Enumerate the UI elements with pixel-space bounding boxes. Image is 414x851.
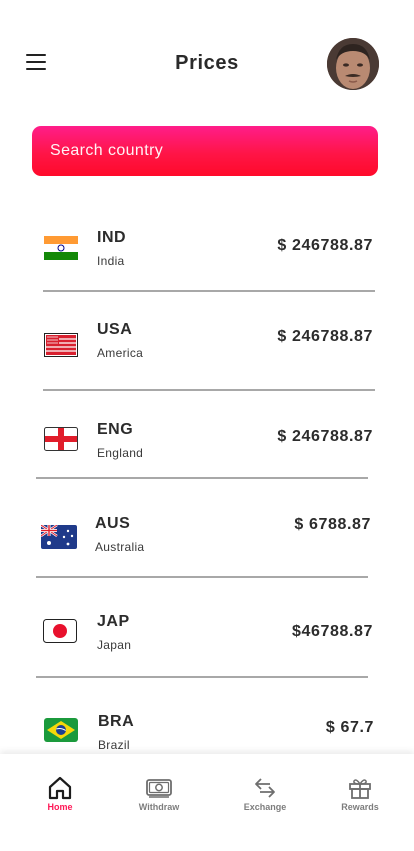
home-icon	[48, 776, 72, 800]
country-code: ENG	[97, 421, 134, 438]
gift-icon	[349, 779, 371, 799]
country-code: JAP	[97, 613, 130, 630]
app-header: Prices	[0, 0, 414, 120]
india-flag-icon	[44, 236, 78, 260]
country-price: $ 246788.87	[277, 428, 373, 445]
avatar[interactable]	[327, 38, 379, 90]
country-code: USA	[97, 321, 133, 338]
nav-withdraw-label: Withdraw	[138, 802, 180, 812]
hamburger-menu-icon[interactable]	[26, 52, 48, 74]
row-divider	[43, 290, 375, 292]
usa-flag-icon	[44, 333, 78, 357]
nav-home-label: Home	[47, 802, 73, 812]
country-name: India	[97, 254, 125, 268]
nav-withdraw[interactable]: Withdraw	[119, 772, 199, 832]
exchange-arrows-icon	[255, 778, 275, 798]
country-name: Japan	[97, 638, 132, 652]
country-name: America	[97, 346, 144, 360]
row-divider	[36, 676, 368, 678]
country-price: $ 246788.87	[277, 328, 373, 345]
england-flag-icon	[44, 427, 78, 451]
japan-flag-icon	[43, 619, 77, 643]
country-row-usa[interactable]: USA America $ 246788.87	[0, 308, 414, 388]
country-row-bra[interactable]: BRA Brazil $ 67.7	[0, 698, 414, 778]
country-name: Australia	[95, 540, 145, 554]
nav-exchange[interactable]: Exchange	[225, 772, 305, 832]
country-row-aus[interactable]: AUS Australia $ 6788.87	[0, 500, 414, 580]
bottom-navigation: Home Withdraw Exchange Rewards	[0, 754, 414, 851]
country-row-ind[interactable]: IND India $ 246788.87	[0, 218, 414, 298]
country-price: $ 6788.87	[294, 516, 371, 533]
country-code: IND	[97, 229, 127, 246]
search-input[interactable]: Search country	[32, 126, 378, 176]
country-price: $ 67.7	[325, 719, 374, 736]
page-title: Prices	[175, 52, 239, 74]
country-name: Brazil	[98, 738, 130, 752]
australia-flag-icon	[41, 525, 77, 549]
brazil-flag-icon	[44, 718, 78, 742]
nav-rewards[interactable]: Rewards	[320, 772, 400, 832]
country-code: BRA	[98, 713, 135, 730]
nav-rewards-label: Rewards	[341, 802, 379, 812]
country-code: AUS	[95, 515, 131, 532]
country-price: $46788.87	[291, 623, 373, 640]
country-row-eng[interactable]: ENG England $ 246788.87	[0, 408, 414, 488]
row-divider	[36, 477, 368, 479]
country-row-jap[interactable]: JAP Japan $46788.87	[0, 598, 414, 678]
country-name: England	[97, 446, 144, 460]
row-divider	[36, 576, 368, 578]
nav-home[interactable]: Home	[20, 772, 100, 832]
banknote-icon	[146, 779, 172, 798]
search-placeholder: Search country	[50, 142, 164, 159]
country-price: $ 246788.87	[277, 237, 373, 254]
row-divider	[43, 389, 375, 391]
nav-exchange-label: Exchange	[243, 802, 287, 812]
